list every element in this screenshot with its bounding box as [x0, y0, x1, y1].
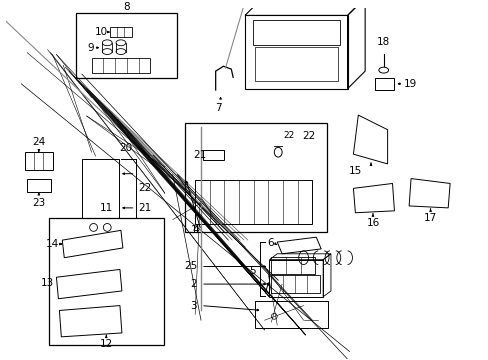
Text: 2: 2	[190, 279, 197, 289]
Text: 10: 10	[95, 27, 108, 37]
Text: 13: 13	[41, 278, 54, 288]
Text: 6: 6	[267, 238, 274, 248]
Text: 14: 14	[46, 239, 59, 249]
Bar	[48, 218, 163, 345]
Text: 24: 24	[32, 137, 45, 147]
Text: 21: 21	[193, 150, 206, 160]
Text: 18: 18	[376, 37, 389, 47]
Text: 19: 19	[404, 79, 417, 89]
Text: 12: 12	[100, 339, 113, 349]
Text: 16: 16	[366, 218, 379, 228]
Text: 22: 22	[302, 131, 315, 141]
Bar	[185, 123, 326, 232]
Text: 7: 7	[215, 103, 222, 113]
Text: 11: 11	[100, 203, 113, 213]
Text: 25: 25	[183, 261, 197, 271]
Text: 23: 23	[32, 198, 45, 208]
Text: 15: 15	[348, 166, 361, 176]
Bar	[76, 13, 176, 78]
Text: 5: 5	[248, 266, 255, 276]
Text: 9: 9	[87, 43, 93, 53]
Text: 8: 8	[123, 1, 130, 12]
Text: 22: 22	[138, 183, 151, 193]
Text: 3: 3	[190, 301, 197, 311]
Text: 20: 20	[119, 143, 132, 153]
Text: 21: 21	[138, 203, 151, 213]
Text: 4: 4	[192, 225, 199, 235]
Text: 22: 22	[283, 131, 294, 140]
Text: 17: 17	[423, 213, 436, 223]
Text: 1: 1	[190, 225, 197, 235]
